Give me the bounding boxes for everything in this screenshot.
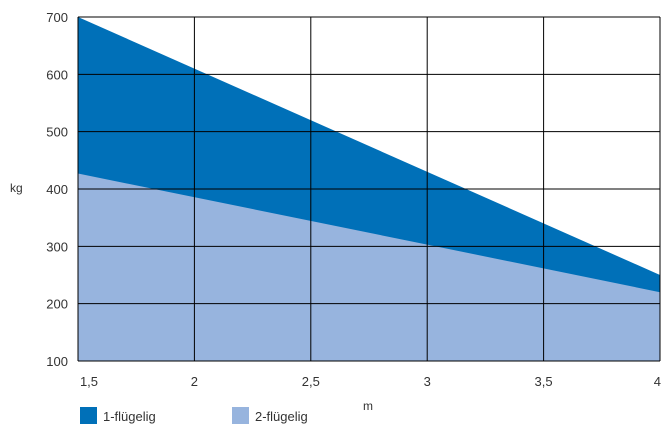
x-tick-label: 4	[654, 374, 661, 389]
x-axis-ticks: 1,5 2 2,5 3 3,5 4	[80, 374, 661, 389]
chart-grid	[77, 16, 661, 362]
x-tick-label: 1,5	[80, 374, 98, 389]
area-series-2	[78, 173, 660, 361]
y-tick-label: 300	[46, 239, 68, 254]
y-tick-label: 100	[46, 354, 68, 369]
y-axis-label: kg	[10, 181, 23, 195]
legend-label-2: 2-flügelig	[255, 409, 308, 424]
y-tick-label: 700	[46, 10, 68, 25]
legend-label-1: 1-flügelig	[103, 409, 156, 424]
x-axis-label: m	[363, 399, 373, 413]
y-tick-label: 600	[46, 67, 68, 82]
legend-swatch-2	[232, 407, 249, 424]
x-tick-label: 2,5	[302, 374, 320, 389]
x-tick-label: 3	[424, 374, 431, 389]
y-tick-label: 200	[46, 297, 68, 312]
legend-swatch-1	[80, 407, 97, 424]
y-tick-label: 400	[46, 182, 68, 197]
y-tick-label: 500	[46, 125, 68, 140]
x-tick-label: 3,5	[535, 374, 553, 389]
x-tick-label: 2	[191, 374, 198, 389]
y-axis-ticks: 100 200 300 400 500 600 700	[46, 10, 68, 369]
legend: 1-flügelig 2-flügelig	[80, 407, 308, 424]
